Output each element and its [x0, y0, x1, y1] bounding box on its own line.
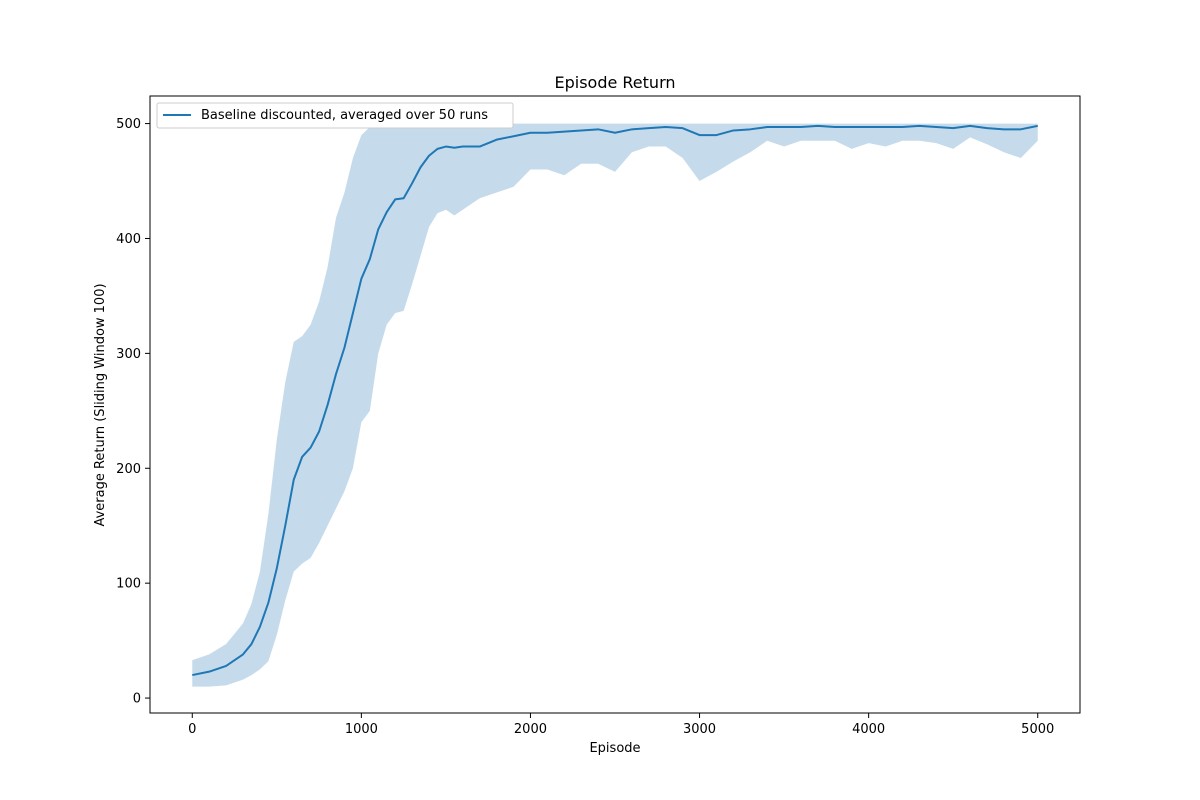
series-0-line: [192, 124, 1038, 677]
x-tick-label: 3000: [683, 722, 716, 737]
x-tick-label: 1000: [345, 722, 378, 737]
legend-box: [156, 102, 514, 129]
y-axis: 0 100 200 300 400 500: [116, 117, 150, 707]
y-tick-label: 400: [116, 232, 141, 247]
x-tick-label: 5000: [1021, 722, 1054, 737]
y-tick-label: 0: [133, 692, 141, 707]
legend-label: Baseline discounted, averaged over 50 ru…: [201, 108, 488, 123]
x-tick-label: 2000: [514, 722, 547, 737]
y-axis-label: Average Return (Sliding Window 100): [93, 283, 108, 526]
x-axis-label: Episode: [589, 741, 640, 756]
band-layer: [192, 123, 1038, 687]
x-tick-label: 0: [188, 722, 196, 737]
series-0-band: [192, 123, 1038, 687]
chart-title: Episode Return: [554, 73, 675, 92]
y-tick-label: 200: [116, 462, 141, 477]
y-tick-label: 100: [116, 577, 141, 592]
plot-frame: [149, 95, 1081, 714]
line-layer: [192, 124, 1038, 677]
legend: Baseline discounted, averaged over 50 ru…: [156, 102, 514, 129]
x-tick-label: 4000: [852, 722, 885, 737]
y-tick-label: 500: [116, 117, 141, 132]
x-axis: 0 1000 2000 3000 4000 5000: [188, 713, 1054, 737]
y-tick-label: 300: [116, 347, 141, 362]
